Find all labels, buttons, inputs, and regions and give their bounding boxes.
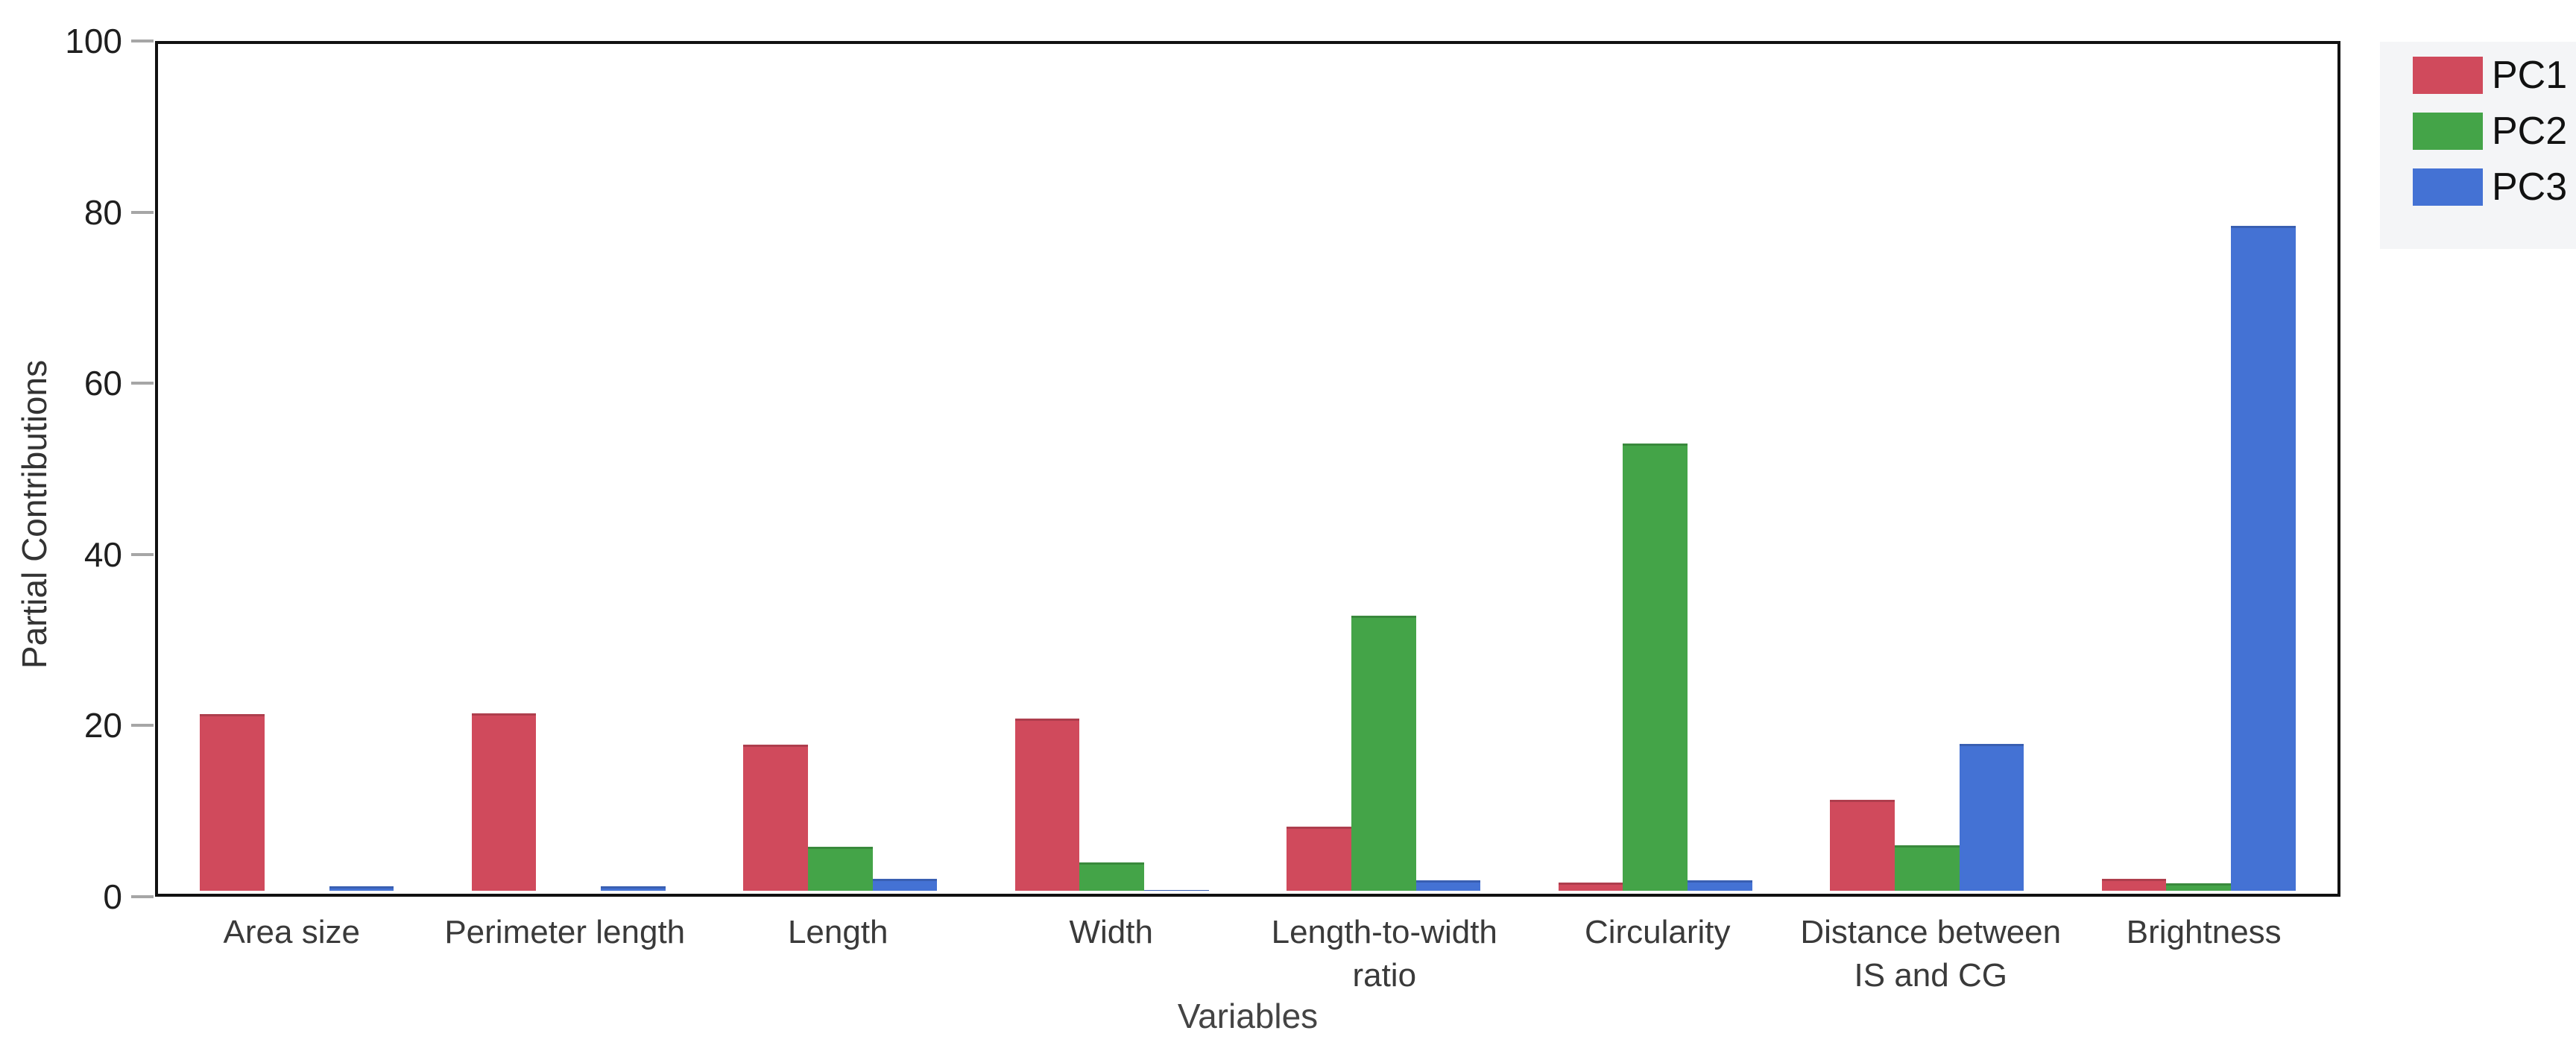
legend-item-pc3: PC3 [2413, 168, 2576, 206]
bar-pc3-brightness [2231, 225, 2296, 891]
plot-area [155, 41, 2340, 897]
bar-group-distance-between-is-and-cg [1791, 47, 2063, 891]
bar-group-circularity [1520, 47, 1792, 891]
bar-pc3-circularity [1688, 880, 1752, 891]
x-category-label-length-to-width-ratio: Length-to-width ratio [1271, 914, 1497, 994]
y-tick-label-0: 0 [103, 877, 122, 916]
bar-pc1-length-to-width-ratio [1287, 826, 1351, 891]
y-tick-mark-100 [131, 40, 154, 42]
y-tick-mark-0 [131, 895, 154, 898]
y-tick-mark-40 [131, 552, 154, 556]
x-category-label-length: Length [787, 914, 888, 950]
x-category-label-area-size: Area size [223, 914, 360, 950]
legend-swatch-pc3 [2413, 168, 2483, 206]
legend: PC1 PC2 PC3 [2380, 42, 2576, 249]
legend-label-pc1: PC1 [2492, 54, 2568, 97]
y-tick-label-100: 100 [65, 22, 122, 60]
bar-groups [161, 47, 2334, 891]
bar-pc1-distance-between-is-and-cg [1830, 799, 1895, 891]
bar-group-length [704, 47, 976, 891]
bar-group-length-to-width-ratio [1248, 47, 1520, 891]
bar-group-width [976, 47, 1248, 891]
legend-item-pc2: PC2 [2413, 110, 2576, 153]
bar-pc1-brightness [2101, 879, 2167, 891]
bar-pc3-width [1144, 889, 1209, 891]
bar-pc1-circularity [1558, 882, 1623, 891]
bar-pc2-brightness [2166, 883, 2232, 891]
bar-pc3-perimeter-length [601, 886, 666, 891]
x-category-label-width: Width [1069, 914, 1153, 950]
y-tick-label-80: 80 [83, 192, 122, 232]
y-tick-label-40: 40 [83, 534, 122, 574]
bar-pc2-length [807, 847, 873, 891]
y-axis-tick-labels: 0 20 40 60 80 100 [0, 24, 122, 914]
bar-pc2-distance-between-is-and-cg [1894, 845, 1960, 891]
legend-label-pc2: PC2 [2492, 110, 2568, 153]
x-category-label-circularity: Circularity [1584, 914, 1731, 950]
x-category-label-brightness: Brightness [2126, 914, 2282, 950]
y-tick-label-60: 60 [83, 364, 122, 403]
bar-pc3-distance-between-is-and-cg [1959, 744, 2024, 891]
bar-pc3-length-to-width-ratio [1415, 880, 1481, 891]
legend-swatch-pc1 [2413, 57, 2483, 94]
x-axis-category-labels: Area size Perimeter length Length Width Leng… [155, 911, 2340, 997]
legend-item-pc1: PC1 [2413, 54, 2576, 97]
bar-pc1-perimeter-length [471, 713, 537, 891]
y-tick-label-20: 20 [83, 706, 122, 745]
bar-pc2-width [1079, 862, 1145, 891]
bar-pc1-area-size [200, 714, 265, 891]
bar-pc1-width [1014, 719, 1080, 891]
y-axis-tick-marks [131, 40, 154, 898]
x-category-label-distance-between-is-and-cg: Distance between IS and CG [1800, 914, 2062, 994]
y-tick-mark-60 [131, 382, 154, 385]
bar-pc2-length-to-width-ratio [1351, 615, 1416, 891]
legend-label-pc3: PC3 [2492, 165, 2568, 209]
bar-group-perimeter-length [433, 47, 705, 891]
bar-group-brightness [2063, 47, 2335, 891]
bar-pc3-length [872, 879, 938, 891]
legend-swatch-pc2 [2413, 113, 2483, 150]
x-category-label-perimeter-length: Perimeter length [444, 914, 686, 950]
y-tick-mark-80 [131, 210, 154, 214]
bar-pc3-area-size [329, 886, 394, 891]
bar-pc1-length [743, 745, 808, 891]
x-axis-title: Variables [1177, 997, 1319, 1035]
y-tick-mark-20 [131, 724, 154, 728]
bar-group-area-size [161, 47, 433, 891]
bar-pc2-circularity [1623, 444, 1688, 891]
